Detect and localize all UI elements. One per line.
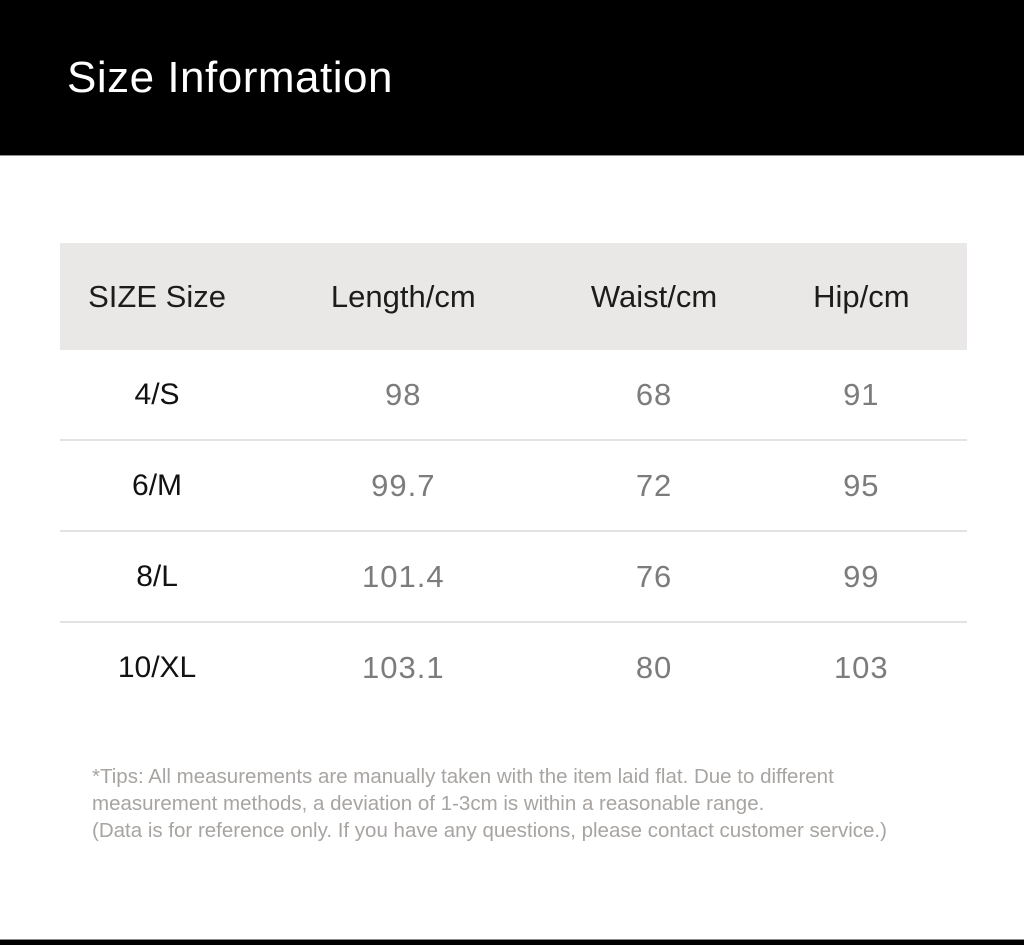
waist-value: 76 xyxy=(635,558,673,594)
hip-value: 99 xyxy=(843,558,880,594)
size-label: 6/M xyxy=(132,468,183,502)
column-header-waist: Waist/cm xyxy=(590,278,718,314)
table-row: 8/L 101.4 76 99 xyxy=(60,532,967,623)
tips-line: measurement methods, a deviation of 1-3c… xyxy=(92,792,765,815)
size-label: 10/XL xyxy=(117,650,197,684)
column-header-hip: Hip/cm xyxy=(813,278,910,314)
header-banner: Size Information xyxy=(0,0,1024,156)
length-value: 99.7 xyxy=(371,467,436,503)
length-value: 101.4 xyxy=(362,558,445,594)
column-header-size: SIZE Size xyxy=(88,278,226,314)
measurement-tips: *Tips: All measurements are manually tak… xyxy=(92,763,952,844)
table-row: 10/XL 103.1 80 103 xyxy=(60,623,967,712)
length-value: 98 xyxy=(385,376,422,412)
waist-value: 80 xyxy=(635,649,673,685)
hip-value: 95 xyxy=(843,467,880,503)
table-row: 6/M 99.7 72 95 xyxy=(60,441,967,532)
page-title: Size Information xyxy=(67,52,393,102)
size-label: 8/L xyxy=(136,559,178,593)
table-header-row: SIZE Size Length/cm Waist/cm Hip/cm xyxy=(60,243,967,350)
hip-value: 103 xyxy=(833,649,889,685)
waist-value: 68 xyxy=(635,376,673,412)
column-header-length: Length/cm xyxy=(330,278,476,314)
size-chart-table: SIZE Size Length/cm Waist/cm Hip/cm 4/S … xyxy=(60,243,967,712)
tips-line: *Tips: All measurements are manually tak… xyxy=(92,765,834,788)
bottom-divider-bar xyxy=(0,939,1024,945)
tips-line: (Data is for reference only. If you have… xyxy=(92,819,887,842)
table-row: 4/S 98 68 91 xyxy=(60,350,967,441)
length-value: 103.1 xyxy=(362,649,445,685)
waist-value: 72 xyxy=(635,467,673,503)
size-label: 4/S xyxy=(134,377,180,411)
hip-value: 91 xyxy=(843,376,880,412)
